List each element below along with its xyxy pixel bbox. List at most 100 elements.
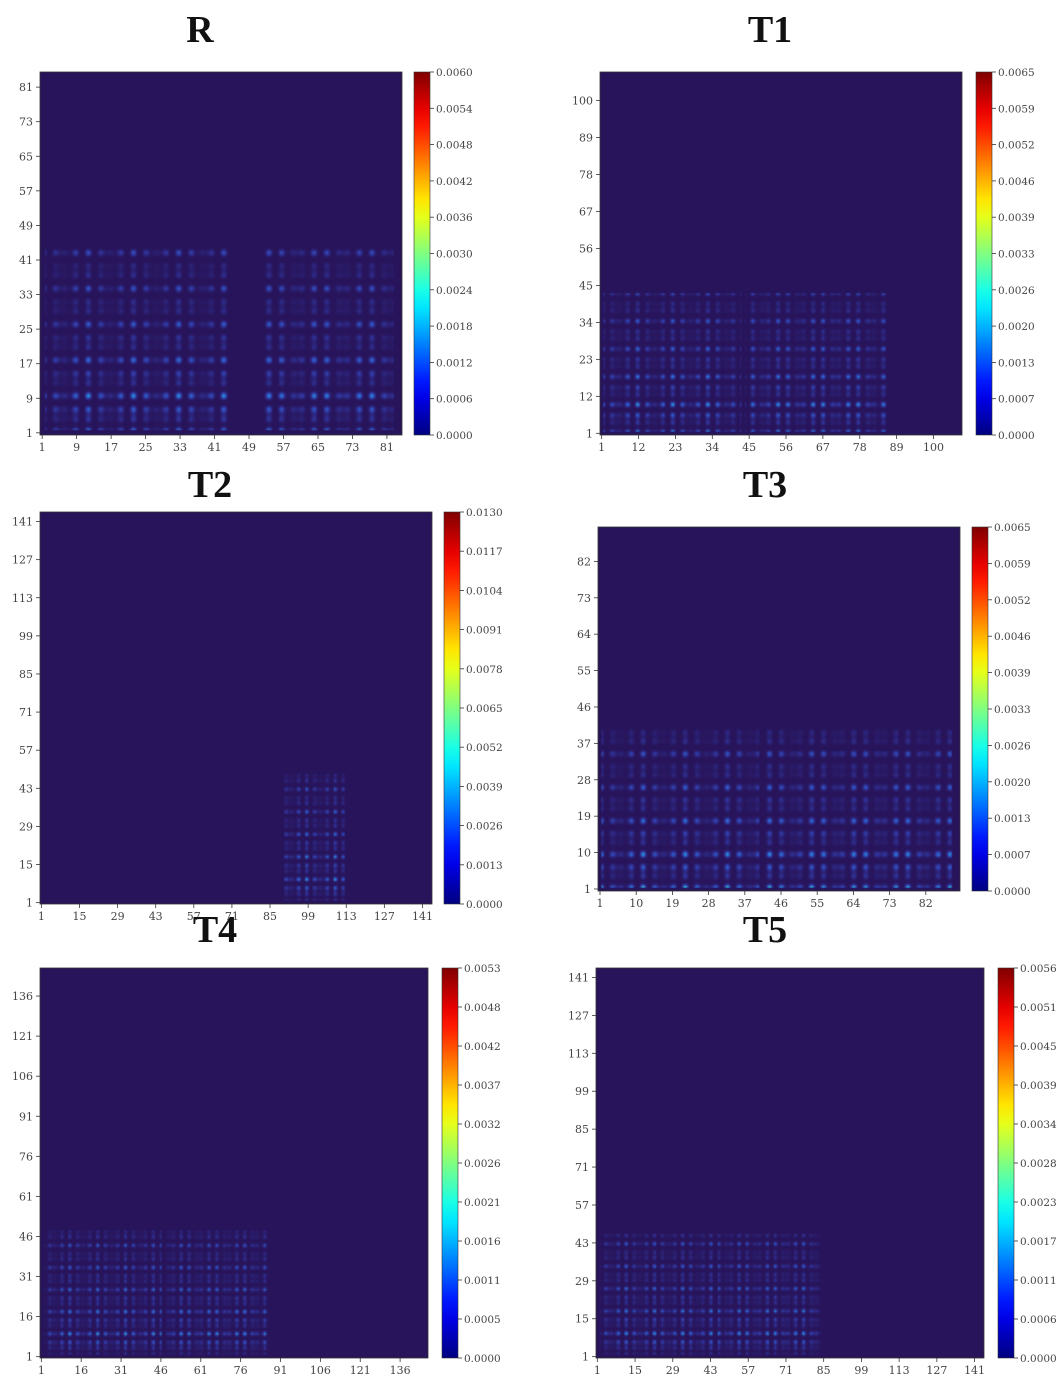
x-tick-label: 43	[704, 1364, 718, 1375]
x-tick-label: 31	[114, 1364, 128, 1375]
colorbar-tick-label: 0.0117	[466, 546, 503, 558]
y-tick-label: 46	[19, 1230, 33, 1243]
x-tick-label: 91	[274, 1364, 288, 1375]
x-tick-label: 78	[853, 441, 867, 454]
colorbar-tick-label: 0.0039	[1020, 1080, 1057, 1092]
colorbar-tick-label: 0.0017	[1020, 1236, 1057, 1248]
panel-title: T2	[188, 464, 232, 506]
y-tick-label: 91	[19, 1110, 33, 1123]
x-tick-label: 1	[594, 1364, 601, 1375]
y-tick-label: 16	[19, 1311, 33, 1324]
colorbar-tick-label: 0.0020	[998, 321, 1035, 333]
y-tick-label: 1	[586, 427, 593, 440]
y-tick-label: 85	[19, 668, 33, 681]
x-tick-label: 127	[926, 1364, 947, 1375]
x-tick-label: 99	[854, 1364, 868, 1375]
x-tick-label: 57	[741, 1364, 755, 1375]
y-tick-label: 113	[12, 592, 33, 605]
colorbar-tick-label: 0.0020	[994, 777, 1031, 789]
y-tick-label: 17	[19, 358, 33, 371]
plot-frame	[39, 71, 403, 436]
x-tick-label: 71	[225, 910, 239, 923]
y-tick-label: 141	[12, 516, 33, 529]
colorbar-tick-label: 0.0032	[464, 1119, 501, 1131]
x-tick-label: 85	[263, 910, 277, 923]
x-tick-label: 73	[883, 897, 897, 910]
heatmap-image	[596, 968, 984, 1358]
colorbar-tick-label: 0.0065	[994, 522, 1031, 534]
colorbar-tick-label: 0.0018	[436, 321, 473, 333]
colorbar-tick-label: 0.0065	[998, 67, 1035, 79]
colorbar-tick-label: 0.0026	[464, 1158, 501, 1170]
y-tick-label: 67	[579, 205, 593, 218]
colorbar	[997, 967, 1015, 1359]
heatmap-image	[40, 512, 432, 904]
x-tick-label: 141	[964, 1364, 985, 1375]
y-tick-label: 12	[579, 390, 593, 403]
y-tick-label: 73	[577, 592, 591, 605]
colorbar-tick-label: 0.0048	[464, 1002, 501, 1014]
y-tick-label: 43	[19, 782, 33, 795]
colorbar	[443, 511, 461, 905]
y-tick-label: 29	[19, 820, 33, 833]
colorbar	[971, 526, 989, 892]
colorbar-tick-label: 0.0052	[998, 140, 1035, 152]
colorbar-tick-label: 0.0028	[1020, 1158, 1057, 1170]
y-tick-label: 106	[12, 1070, 33, 1083]
x-tick-label: 65	[311, 441, 325, 454]
y-tick-label: 15	[19, 859, 33, 872]
x-tick-label: 100	[923, 441, 944, 454]
x-tick-label: 19	[665, 897, 679, 910]
colorbar-tick-label: 0.0000	[994, 886, 1031, 898]
y-tick-label: 78	[579, 169, 593, 182]
colorbar-tick-label: 0.0042	[436, 176, 473, 188]
x-tick-label: 46	[154, 1364, 168, 1375]
y-tick-label: 25	[19, 323, 33, 336]
x-tick-label: 9	[73, 441, 80, 454]
colorbar-tick-label: 0.0048	[436, 140, 473, 152]
x-tick-label: 15	[628, 1364, 642, 1375]
x-tick-label: 34	[705, 441, 719, 454]
x-tick-label: 113	[336, 910, 357, 923]
x-tick-label: 29	[111, 910, 125, 923]
y-tick-label: 57	[575, 1199, 589, 1212]
colorbar-tick-label: 0.0006	[436, 394, 473, 406]
y-tick-label: 33	[19, 289, 33, 302]
x-tick-label: 61	[194, 1364, 208, 1375]
panel-title: T1	[748, 9, 792, 51]
heatmap-image	[40, 968, 428, 1358]
colorbar-tick-label: 0.0078	[466, 664, 503, 676]
colorbar-tick-label: 0.0051	[1020, 1002, 1057, 1014]
x-tick-label: 29	[666, 1364, 680, 1375]
y-tick-label: 136	[12, 990, 33, 1003]
y-tick-label: 23	[579, 353, 593, 366]
panel-t5: T5 1 15 29 43 57 71 85 99 113 127 141 1 15 29 43 57 71 85 9…	[568, 909, 1057, 1377]
y-tick-label: 1	[26, 1351, 33, 1364]
colorbar-tick-label: 0.0000	[464, 1353, 501, 1365]
colorbar-tick-label: 0.0034	[1020, 1119, 1057, 1131]
y-tick-label: 45	[579, 279, 593, 292]
x-tick-label: 67	[816, 441, 830, 454]
colorbar	[975, 71, 993, 436]
colorbar-tick-label: 0.0013	[998, 357, 1035, 369]
x-tick-label: 15	[72, 910, 86, 923]
colorbar-tick-label: 0.0039	[466, 781, 503, 793]
colorbar-tick-label: 0.0016	[464, 1236, 501, 1248]
y-tick-label: 1	[26, 427, 33, 440]
colorbar-tick-label: 0.0033	[994, 704, 1031, 716]
y-tick-label: 81	[19, 81, 33, 94]
colorbar-tick-label: 0.0011	[464, 1275, 501, 1287]
x-tick-label: 106	[310, 1364, 331, 1375]
x-tick-label: 1	[597, 897, 604, 910]
colorbar-tick-label: 0.0054	[436, 103, 473, 115]
y-tick-label: 127	[568, 1009, 589, 1022]
colorbar-tick-label: 0.0021	[464, 1197, 501, 1209]
panel-t1: T1 1 12 23 34 45 56 67 78 89 100 1 12 23 34 45 56 67 78 89 1…	[572, 9, 1035, 454]
y-tick-label: 71	[575, 1161, 589, 1174]
panel-t3: T3 1 10 19 28 37 46 55 64 73 82 1 10 19 28 37 46 55 64 73 82…	[577, 464, 1031, 910]
x-tick-label: 43	[149, 910, 163, 923]
colorbar-tick-label: 0.0059	[998, 103, 1035, 115]
y-tick-label: 64	[577, 628, 591, 641]
x-tick-label: 113	[889, 1364, 910, 1375]
heatmap-image	[598, 527, 960, 891]
